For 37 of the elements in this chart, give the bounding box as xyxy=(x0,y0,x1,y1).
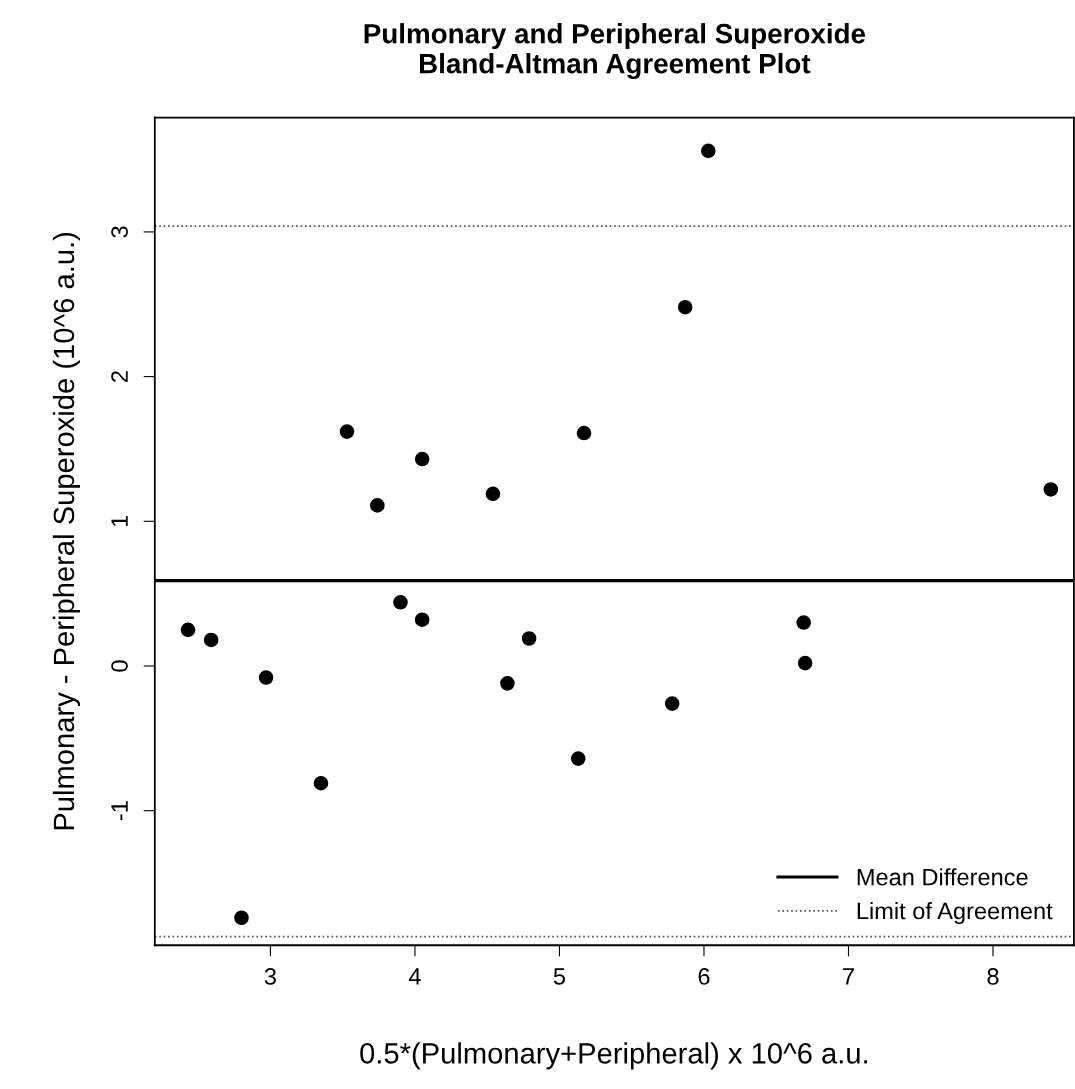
x-tick-label: 5 xyxy=(553,968,566,985)
point xyxy=(521,631,537,646)
point xyxy=(576,425,592,441)
point xyxy=(414,451,430,467)
y-tick-label: -1 xyxy=(111,801,128,821)
y-tick-label: 2 xyxy=(111,371,128,382)
point xyxy=(180,622,196,638)
point xyxy=(677,299,693,315)
y-tick-label: 0 xyxy=(111,660,128,672)
point xyxy=(393,595,408,610)
point xyxy=(797,655,813,671)
x-tick-label: 6 xyxy=(698,968,710,985)
point xyxy=(500,676,515,691)
point xyxy=(414,612,430,627)
x-tick-label: 4 xyxy=(408,968,421,985)
point xyxy=(370,498,385,513)
legend-label: Limit of Agreement xyxy=(857,901,1053,924)
y-tick-label: 1 xyxy=(111,515,128,527)
point xyxy=(203,632,219,648)
point xyxy=(664,696,680,711)
point xyxy=(701,143,716,159)
x-axis-title: 0.5*(Pulmonary+Peripheral) x 10^6 a.u. xyxy=(360,1042,868,1070)
point xyxy=(313,775,329,791)
y-axis-title: Pulmonary - Peripheral Superoxide (10^6 a.u.) xyxy=(52,232,81,830)
x-tick-label: 8 xyxy=(987,968,999,985)
legend-label: Mean Difference xyxy=(857,868,1028,886)
x-tick-label: 7 xyxy=(843,968,854,985)
point xyxy=(258,670,274,685)
y-tick-label: 3 xyxy=(111,226,128,238)
point xyxy=(1043,482,1059,497)
point xyxy=(796,615,811,630)
point xyxy=(339,424,355,439)
x-tick-label: 3 xyxy=(264,968,276,985)
chart-title: Pulmonary and Peripheral Superoxide Bland-Altman Agreement Plot xyxy=(364,23,866,80)
point xyxy=(485,486,501,502)
point xyxy=(570,751,586,766)
point xyxy=(234,910,249,926)
